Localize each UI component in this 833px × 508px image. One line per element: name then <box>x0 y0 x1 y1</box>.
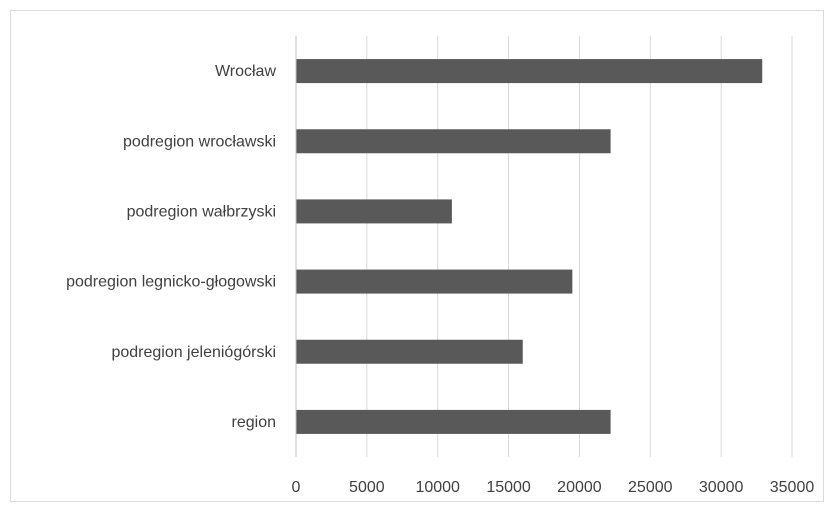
x-tick-label: 25000 <box>628 479 673 496</box>
x-tick-label: 15000 <box>486 479 531 496</box>
category-label: podregion legnicko-głogowski <box>66 274 276 291</box>
x-tick-label: 5000 <box>349 479 385 496</box>
x-tick-label: 0 <box>292 479 301 496</box>
bar <box>296 339 523 364</box>
gridlines <box>366 36 793 457</box>
category-label: region <box>232 414 276 431</box>
bars <box>296 59 763 434</box>
bar <box>296 59 763 84</box>
bar <box>296 129 611 154</box>
category-label: Wrocław <box>215 63 276 80</box>
category-labels: Wrocław podregion wrocławski podregion wał… <box>66 63 276 431</box>
x-tick-label: 10000 <box>415 479 460 496</box>
bar <box>296 409 611 434</box>
tick-labels: 0 5000 10000 15000 20000 25000 30000 35000 <box>292 479 815 496</box>
category-label: podregion wałbrzyski <box>127 203 276 220</box>
category-label: podregion wrocławski <box>123 133 276 150</box>
x-tick-label: 35000 <box>770 479 815 496</box>
x-tick-label: 30000 <box>699 479 744 496</box>
x-tick-label: 20000 <box>557 479 602 496</box>
bar <box>296 199 452 224</box>
category-label: podregion jeleniógórski <box>111 344 276 361</box>
bar <box>296 269 573 294</box>
